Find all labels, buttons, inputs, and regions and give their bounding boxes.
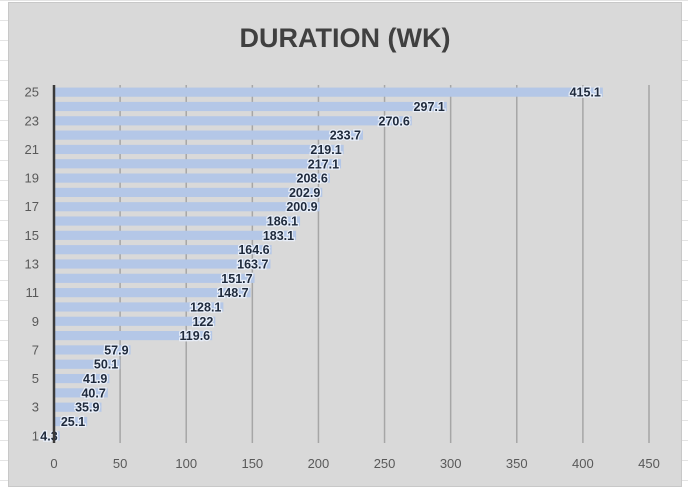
bar bbox=[54, 416, 88, 427]
bar bbox=[54, 187, 323, 197]
bar bbox=[54, 331, 213, 341]
data-label: 50.1 bbox=[94, 358, 118, 372]
data-label: 122 bbox=[192, 315, 213, 329]
y-tick-label: 1 bbox=[32, 428, 39, 443]
data-label: 233.7 bbox=[330, 129, 361, 143]
data-label: 186.1 bbox=[267, 215, 298, 229]
x-tick-label: 50 bbox=[113, 456, 127, 471]
bar bbox=[54, 173, 330, 183]
data-label: 25.1 bbox=[61, 415, 85, 429]
bar bbox=[54, 130, 364, 140]
y-tick-label: 19 bbox=[25, 171, 39, 186]
data-label: 40.7 bbox=[81, 386, 105, 400]
x-tick-label: 100 bbox=[175, 456, 197, 471]
x-tick-label: 150 bbox=[241, 456, 263, 471]
chart-area[interactable]: DURATION (WK) 0 50 100 150 200 250 300 350 400 45… bbox=[8, 2, 682, 487]
bar bbox=[54, 245, 272, 255]
chart-title: DURATION (WK) bbox=[239, 23, 451, 53]
bar bbox=[54, 101, 447, 112]
bar bbox=[54, 345, 131, 355]
x-tick-label: 0 bbox=[50, 456, 57, 471]
bar bbox=[54, 159, 342, 169]
y-tick-label: 21 bbox=[25, 142, 39, 157]
x-tick-label: 450 bbox=[638, 456, 660, 471]
data-label: 128.1 bbox=[190, 300, 221, 314]
data-label: 148.7 bbox=[217, 286, 248, 300]
data-label: 270.6 bbox=[379, 114, 410, 128]
y-tick-label: 25 bbox=[25, 85, 39, 100]
data-label: 164.6 bbox=[238, 243, 269, 257]
y-tick-label: 11 bbox=[26, 285, 40, 300]
data-label: 41.9 bbox=[83, 372, 107, 386]
x-tick-label: 350 bbox=[506, 456, 528, 471]
data-label: 415.1 bbox=[570, 86, 601, 100]
bar bbox=[54, 273, 255, 283]
y-tick-label: 5 bbox=[32, 371, 39, 386]
y-tick-label: 17 bbox=[25, 199, 39, 214]
data-label: 57.9 bbox=[104, 343, 128, 357]
data-label: 202.9 bbox=[289, 186, 320, 200]
data-label: 200.9 bbox=[286, 200, 317, 214]
bar bbox=[54, 216, 301, 226]
bar bbox=[54, 388, 108, 398]
bar-chart: 0 50 100 150 200 250 300 350 400 4504.325.135.940… bbox=[25, 84, 660, 471]
y-tick-label: 23 bbox=[25, 113, 39, 128]
bar bbox=[54, 431, 60, 441]
y-tick-label: 9 bbox=[32, 314, 39, 329]
y-tick-label: 7 bbox=[32, 342, 39, 357]
bar bbox=[54, 230, 297, 240]
x-tick-label: 200 bbox=[308, 456, 330, 471]
x-tick-label: 400 bbox=[572, 456, 594, 471]
bar bbox=[54, 359, 121, 369]
bar bbox=[54, 259, 271, 269]
data-label: 119.6 bbox=[180, 329, 211, 343]
bar bbox=[54, 202, 320, 212]
x-tick-label: 300 bbox=[440, 456, 462, 471]
bar bbox=[54, 316, 216, 326]
bar bbox=[54, 87, 603, 97]
bar bbox=[54, 373, 110, 384]
data-label: 151.7 bbox=[221, 272, 252, 286]
bar bbox=[54, 116, 412, 126]
data-label: 183.1 bbox=[263, 229, 294, 243]
data-label: 297.1 bbox=[414, 100, 445, 114]
bar bbox=[54, 144, 344, 155]
data-label: 217.1 bbox=[308, 157, 339, 171]
y-tick-label: 13 bbox=[25, 257, 39, 272]
data-label: 163.7 bbox=[237, 258, 268, 272]
data-label: 219.1 bbox=[310, 143, 341, 157]
bar bbox=[54, 302, 224, 312]
bar bbox=[54, 288, 251, 298]
data-label: 35.9 bbox=[75, 401, 99, 415]
y-tick-label: 15 bbox=[25, 228, 39, 243]
x-tick-label: 250 bbox=[374, 456, 396, 471]
data-label: 208.6 bbox=[297, 172, 328, 186]
y-tick-label: 3 bbox=[32, 400, 39, 415]
bar bbox=[54, 402, 102, 412]
